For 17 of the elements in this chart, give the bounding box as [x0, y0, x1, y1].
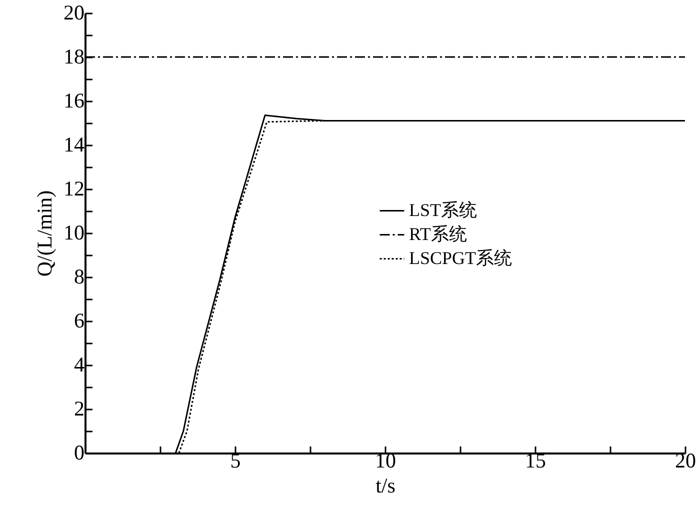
y-tick-label: 12 [64, 176, 84, 200]
x-tick-label: 20 [675, 448, 696, 472]
legend-label: LST系统 [409, 200, 478, 220]
y-tick-label: 2 [74, 396, 84, 420]
y-tick-label: 0 [74, 440, 84, 464]
y-tick-label: 14 [64, 132, 85, 156]
y-axis-title: Q/(L/min) [32, 190, 56, 277]
y-tick-label: 10 [64, 220, 84, 244]
y-tick-label: 16 [64, 88, 84, 112]
y-tick-label: 4 [74, 352, 85, 376]
y-tick-label: 8 [74, 264, 84, 288]
legend-label: RT系统 [409, 224, 467, 244]
x-axis-title: t/s [376, 474, 396, 498]
y-tick-label: 6 [74, 308, 84, 332]
y-tick-label: 20 [64, 0, 84, 24]
y-tick-label: 18 [64, 44, 84, 68]
legend-label: LSCPGT系统 [409, 248, 512, 268]
